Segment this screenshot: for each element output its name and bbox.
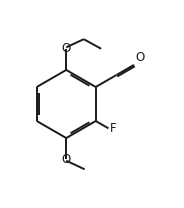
Text: F: F (109, 122, 116, 135)
Text: O: O (62, 42, 71, 55)
Text: O: O (135, 51, 144, 64)
Text: O: O (62, 153, 71, 166)
